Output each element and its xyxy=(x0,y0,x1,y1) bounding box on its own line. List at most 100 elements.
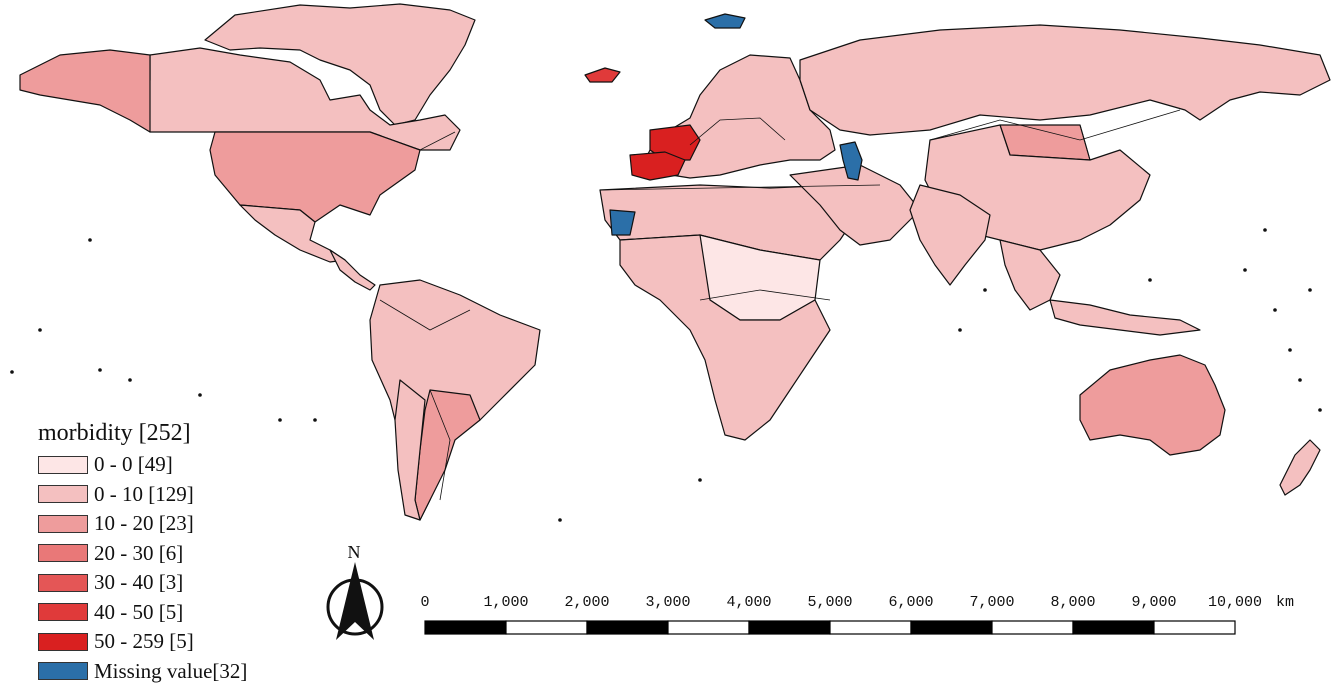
region-caspian-sea xyxy=(839,141,863,181)
legend-label: Missing value[32] xyxy=(94,658,248,683)
legend-item: 30 - 40 [3] xyxy=(38,568,247,598)
scale-segment xyxy=(1153,620,1236,635)
legend-item: 40 - 50 [5] xyxy=(38,598,247,628)
legend-swatch xyxy=(38,573,88,592)
scale-tick-label: 2,000 xyxy=(564,594,609,611)
scale-segment xyxy=(829,620,912,635)
island-dot xyxy=(278,418,282,422)
island-dot xyxy=(128,378,132,382)
legend-title: morbidity [252] xyxy=(38,420,191,446)
island-dot xyxy=(1308,288,1312,292)
scale-segment xyxy=(748,620,831,635)
island-dot xyxy=(198,393,202,397)
scale-segment xyxy=(424,620,507,635)
region-india xyxy=(909,184,991,286)
region-western-sahara xyxy=(609,209,636,236)
legend-item: Missing value[32] xyxy=(38,657,247,687)
island-dot xyxy=(38,328,42,332)
island-dot xyxy=(983,288,987,292)
scale-segment xyxy=(586,620,669,635)
scale-bar: 0 1,000 2,000 3,000 4,000 5,000 6,000 7,000 8,00… xyxy=(420,594,1294,635)
north-arrow: N xyxy=(326,542,384,640)
scale-segment xyxy=(1072,620,1155,635)
region-southeast-asia xyxy=(999,239,1201,336)
canada-usa-border xyxy=(215,131,456,151)
scale-tick-label: 6,000 xyxy=(888,594,933,611)
region-alaska xyxy=(19,49,151,133)
scale-tick-label: 8,000 xyxy=(1050,594,1095,611)
legend-item: 20 - 30 [6] xyxy=(38,539,247,569)
region-mexico xyxy=(239,204,346,263)
region-greenland xyxy=(204,3,476,126)
region-svalbard xyxy=(704,13,746,29)
scale-segments xyxy=(424,620,1236,635)
legend-label: 30 - 40 [3] xyxy=(94,570,184,595)
argentina-chile-border xyxy=(429,389,451,501)
region-spain xyxy=(629,151,686,181)
sahel-border xyxy=(619,234,821,261)
region-new-zealand xyxy=(1279,439,1321,496)
legend-label: 0 - 0 [49] xyxy=(94,452,173,477)
legend-swatch xyxy=(38,455,88,474)
land-layer xyxy=(19,3,1331,521)
region-usa xyxy=(209,131,421,223)
legend-item: 50 - 259 [5] xyxy=(38,627,247,657)
scale-tick-label: 0 xyxy=(420,594,429,611)
north-arrow-pointer xyxy=(336,562,374,640)
island-dot xyxy=(10,370,14,374)
mongolia-border xyxy=(999,124,1091,161)
legend-swatch xyxy=(38,632,88,651)
island-dot xyxy=(558,518,562,522)
scale-tick-label: 9,000 xyxy=(1131,594,1176,611)
region-southern-africa xyxy=(619,234,831,441)
legend-item: 0 - 0 [49] xyxy=(38,450,247,480)
region-middle-east xyxy=(789,164,921,246)
island-dot xyxy=(1288,348,1292,352)
island-dot xyxy=(88,238,92,242)
island-dot xyxy=(698,478,702,482)
scale-tick-labels: 0 1,000 2,000 3,000 4,000 5,000 6,000 7,000 8,00… xyxy=(420,594,1262,611)
mediterranean-line xyxy=(599,184,881,191)
usa-mexico-border xyxy=(239,204,316,223)
island-dot xyxy=(1318,408,1322,412)
island-dot xyxy=(1148,278,1152,282)
legend-label: 50 - 259 [5] xyxy=(94,629,194,654)
legend-swatch xyxy=(38,662,88,681)
legend: morbidity [252] 0 - 0 [49] 0 - 10 [129] 10… xyxy=(38,418,247,686)
scale-tick-label: 7,000 xyxy=(969,594,1014,611)
legend-swatch xyxy=(38,603,88,622)
scale-tick-label: 4,000 xyxy=(726,594,771,611)
islands-layer xyxy=(10,228,1322,522)
region-central-america xyxy=(329,249,376,291)
region-russia xyxy=(799,24,1331,136)
legend-swatch xyxy=(38,485,88,504)
island-dot xyxy=(958,328,962,332)
scale-segment xyxy=(910,620,993,635)
scale-unit: km xyxy=(1276,594,1294,611)
legend-label: 10 - 20 [23] xyxy=(94,511,194,536)
legend-item: 10 - 20 [23] xyxy=(38,509,247,539)
legend-rows: 0 - 0 [49] 0 - 10 [129] 10 - 20 [23] 20 - 3… xyxy=(38,450,247,686)
island-dot xyxy=(1273,308,1277,312)
scale-tick-label: 1,000 xyxy=(483,594,528,611)
island-dot xyxy=(1298,378,1302,382)
region-australia xyxy=(1079,354,1226,456)
legend-label: 0 - 10 [129] xyxy=(94,481,194,506)
scale-tick-label: 3,000 xyxy=(645,594,690,611)
island-dot xyxy=(313,418,317,422)
region-iceland xyxy=(584,67,621,83)
scale-tick-label: 5,000 xyxy=(807,594,852,611)
border-layer xyxy=(149,55,1181,501)
island-dot xyxy=(1243,268,1247,272)
legend-item: 0 - 10 [129] xyxy=(38,480,247,510)
scale-segment xyxy=(505,620,588,635)
europe-borders xyxy=(689,117,786,146)
island-dot xyxy=(1263,228,1267,232)
russia-border xyxy=(929,109,1181,141)
legend-swatch xyxy=(38,514,88,533)
scale-segment xyxy=(667,620,750,635)
region-chile xyxy=(394,379,426,521)
legend-swatch xyxy=(38,544,88,563)
